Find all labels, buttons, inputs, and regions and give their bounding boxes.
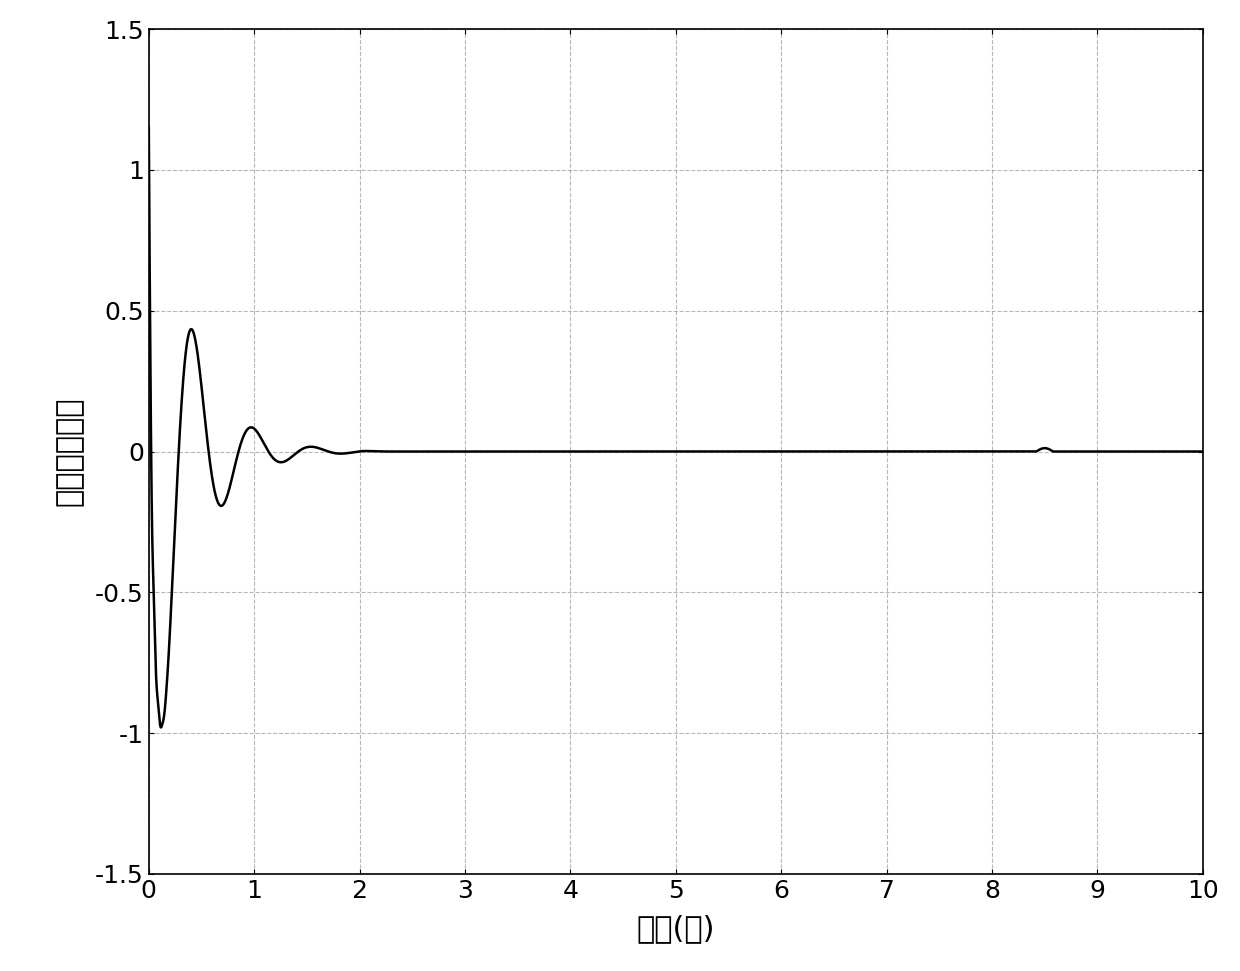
Y-axis label: 交轴定子电流: 交轴定子电流	[55, 397, 84, 506]
X-axis label: 时间(秒): 时间(秒)	[636, 914, 715, 943]
